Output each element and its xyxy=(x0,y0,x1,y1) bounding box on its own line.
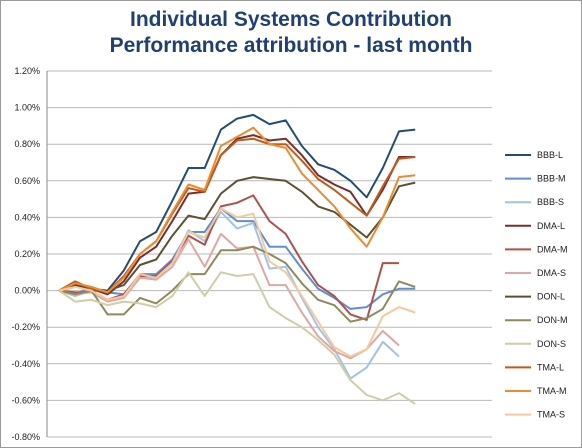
series-line-don-l xyxy=(58,176,416,292)
y-tick-label: 1.20% xyxy=(14,66,40,76)
legend-label: TMA-M xyxy=(537,386,567,396)
chart-title: Individual Systems Contribution xyxy=(129,8,453,31)
legend-label: DON-S xyxy=(537,339,566,349)
series-line-dma-s xyxy=(58,232,400,360)
series-line-tma-s xyxy=(58,207,416,358)
legend-label: BBB-L xyxy=(537,150,563,160)
y-tick-label: -0.80% xyxy=(11,432,40,442)
series-line-dma-l xyxy=(58,134,416,296)
legend-label: DON-L xyxy=(537,292,565,302)
y-tick-label: 0.80% xyxy=(14,139,40,149)
legend-label: TMA-L xyxy=(537,362,564,372)
y-tick-label: -0.40% xyxy=(11,359,40,369)
chart-subtitle: Performance attribution - last month xyxy=(109,34,473,57)
y-tick-label: 0.40% xyxy=(14,212,40,222)
legend-label: TMA-S xyxy=(537,410,565,420)
y-tick-label: 0.60% xyxy=(14,176,40,186)
legend-label: DMA-M xyxy=(537,244,568,254)
series-line-bbb-l xyxy=(58,113,416,292)
y-axis: 1.20% 1.00% 0.80% 0.60% 0.40% 0.20% 0.00% -0.20… xyxy=(11,66,48,442)
series-line-bbb-s xyxy=(58,210,400,380)
y-tick-label: 0.00% xyxy=(14,286,40,296)
legend-label: BBB-M xyxy=(537,174,566,184)
series-lines xyxy=(58,113,416,405)
y-tick-label: -0.20% xyxy=(11,322,40,332)
series-line-tma-m xyxy=(58,126,416,294)
series-line-don-s xyxy=(58,271,416,405)
legend-label: DMA-L xyxy=(537,221,565,231)
series-line-don-m xyxy=(58,245,416,323)
y-tick-label: 0.20% xyxy=(14,249,40,259)
legend-label: DON-M xyxy=(537,315,568,325)
series-line-tma-l xyxy=(58,137,416,294)
legend-label: DMA-S xyxy=(537,268,566,278)
series-line-bbb-m xyxy=(58,207,416,310)
legend-label: BBB-S xyxy=(537,197,564,207)
y-tick-label: -0.60% xyxy=(11,395,40,405)
y-tick-label: 1.00% xyxy=(14,103,40,113)
legend: BBB-L BBB-M BBB-S DMA-L DMA-M DMA-S DON-L DON-M… xyxy=(505,150,568,420)
